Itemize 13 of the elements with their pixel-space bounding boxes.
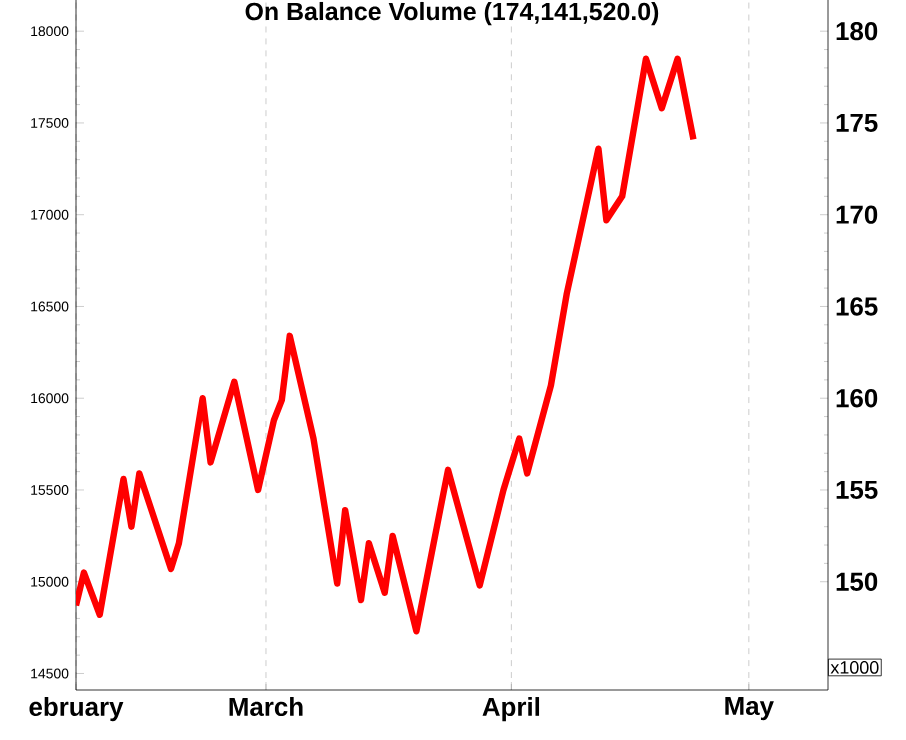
- y2-tick-label: 155: [836, 480, 878, 500]
- y2-tick-label: 165: [836, 297, 878, 316]
- y2-tick-label: 160: [836, 389, 878, 408]
- x-tick-label: May: [725, 697, 774, 721]
- chart-title: On Balance Volume (174,141,520.0): [245, 1, 659, 26]
- x-tick-label: April: [482, 697, 540, 722]
- x-tick-label: ebruary: [29, 697, 124, 722]
- y2-axis-title: x1000: [830, 661, 879, 674]
- x-tick-label: March: [229, 697, 303, 717]
- y2-tick-label: 175: [836, 113, 878, 132]
- y2-tick-label: 150: [836, 572, 878, 591]
- y2-tick-label: 180: [836, 22, 878, 41]
- y2-tick-label: 170: [836, 205, 878, 224]
